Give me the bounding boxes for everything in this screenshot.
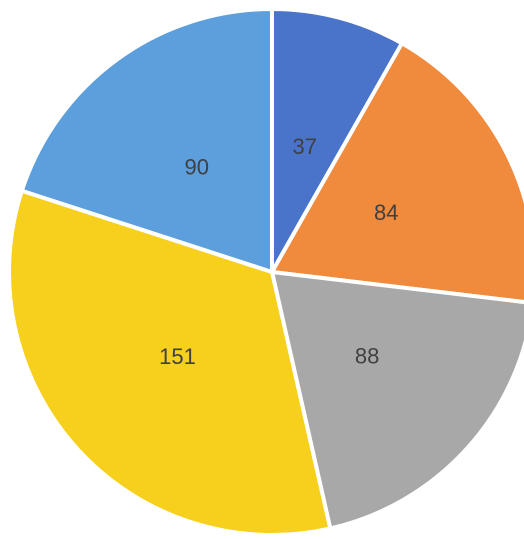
pie-slice xyxy=(19,7,274,274)
data-label: 90 xyxy=(185,154,209,179)
data-label: 84 xyxy=(374,200,398,225)
pie-slice xyxy=(270,41,524,305)
pie-slice xyxy=(270,270,524,531)
pie-slice xyxy=(7,188,333,537)
data-label: 151 xyxy=(159,344,196,369)
data-label: 37 xyxy=(292,134,316,159)
data-label: 88 xyxy=(355,343,379,368)
pie-slice xyxy=(270,7,404,274)
